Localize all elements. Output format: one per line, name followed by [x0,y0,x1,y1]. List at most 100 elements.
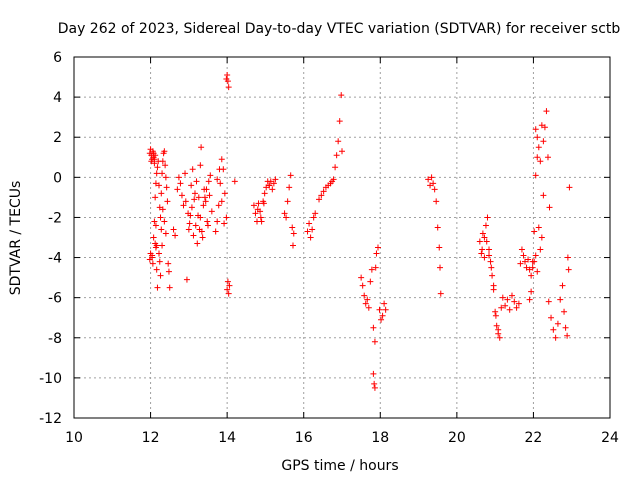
data-point [287,172,294,179]
data-point [257,214,264,221]
data-point [559,282,566,289]
data-point [528,272,535,279]
grid-lines [74,57,610,418]
data-point [164,198,171,205]
data-point [185,226,192,233]
data-point [152,180,159,187]
data-point [163,184,170,191]
data-point [434,224,441,231]
data-point [197,162,204,169]
data-point [255,200,262,207]
data-point [218,156,225,163]
data-point [320,188,327,195]
x-axis-label: GPS time / hours [281,458,398,474]
data-point [217,180,224,187]
data-point [544,154,551,161]
data-point [221,220,228,227]
y-tick-label: 4 [53,90,62,106]
data-point [290,230,297,237]
y-tick-labels: 6 4 2 0 -2 -4 -6 -8 -10 -12 [39,50,62,427]
x-tick-label: 20 [448,430,466,446]
data-point [159,206,166,213]
data-point [437,290,444,297]
data-point [336,118,343,125]
data-point [541,124,548,131]
data-point [177,180,184,187]
data-point [252,210,259,217]
data-point [307,234,314,241]
data-point [476,238,483,245]
x-tick-label: 18 [371,430,389,446]
data-point [481,254,488,261]
data-point [538,122,545,129]
data-point [310,214,317,221]
data-point [520,252,527,259]
data-point [540,192,547,199]
data-point [339,148,345,155]
plot-frame [73,56,611,419]
data-point [373,250,380,257]
data-point [304,228,311,235]
data-point [490,286,497,293]
data-point [216,166,223,173]
data-point [479,246,486,253]
data-point [162,174,169,181]
data-point [361,292,368,299]
data-point [214,176,221,183]
data-point [532,252,539,259]
data-point [492,312,499,319]
y-tick-label: -12 [39,411,62,427]
data-point [532,126,539,133]
data-point [215,202,222,209]
data-point [545,298,552,305]
data-point [371,338,378,345]
data-point [198,144,205,151]
data-point [488,264,495,271]
data-point [564,254,571,261]
data-point [529,258,536,265]
data-point [166,284,173,291]
data-point [371,384,378,391]
data-point [153,242,160,249]
data-point [199,234,206,241]
data-point [221,190,228,197]
data-point [191,190,198,197]
data-point [152,194,159,201]
data-point [190,232,197,239]
data-point [156,204,163,211]
data-point [155,182,162,189]
data-point [148,158,155,165]
data-point [212,228,219,235]
data-point [250,202,257,209]
data-point [381,300,388,307]
data-point [493,322,500,329]
data-point [170,226,177,233]
data-point [517,260,524,267]
data-point [286,184,293,191]
data-point [267,178,274,185]
data-point [195,194,202,201]
data-point [182,170,189,177]
data-point [428,174,435,181]
x-tick-label: 10 [65,430,83,446]
data-point [374,244,381,251]
data-point [205,178,212,185]
data-point [431,186,438,193]
data-point [260,200,267,207]
data-point [554,320,561,327]
data-point [370,370,377,377]
data-point [157,272,164,279]
data-point [496,334,503,341]
data-point [284,198,291,205]
data-point [535,144,542,151]
data-point [182,198,189,205]
data-point [254,206,261,213]
data-point [535,224,542,231]
data-point [513,304,520,311]
data-point [479,230,486,237]
data-point [258,218,265,225]
data-point [200,202,207,209]
data-point [193,178,200,185]
data-point [261,190,268,197]
